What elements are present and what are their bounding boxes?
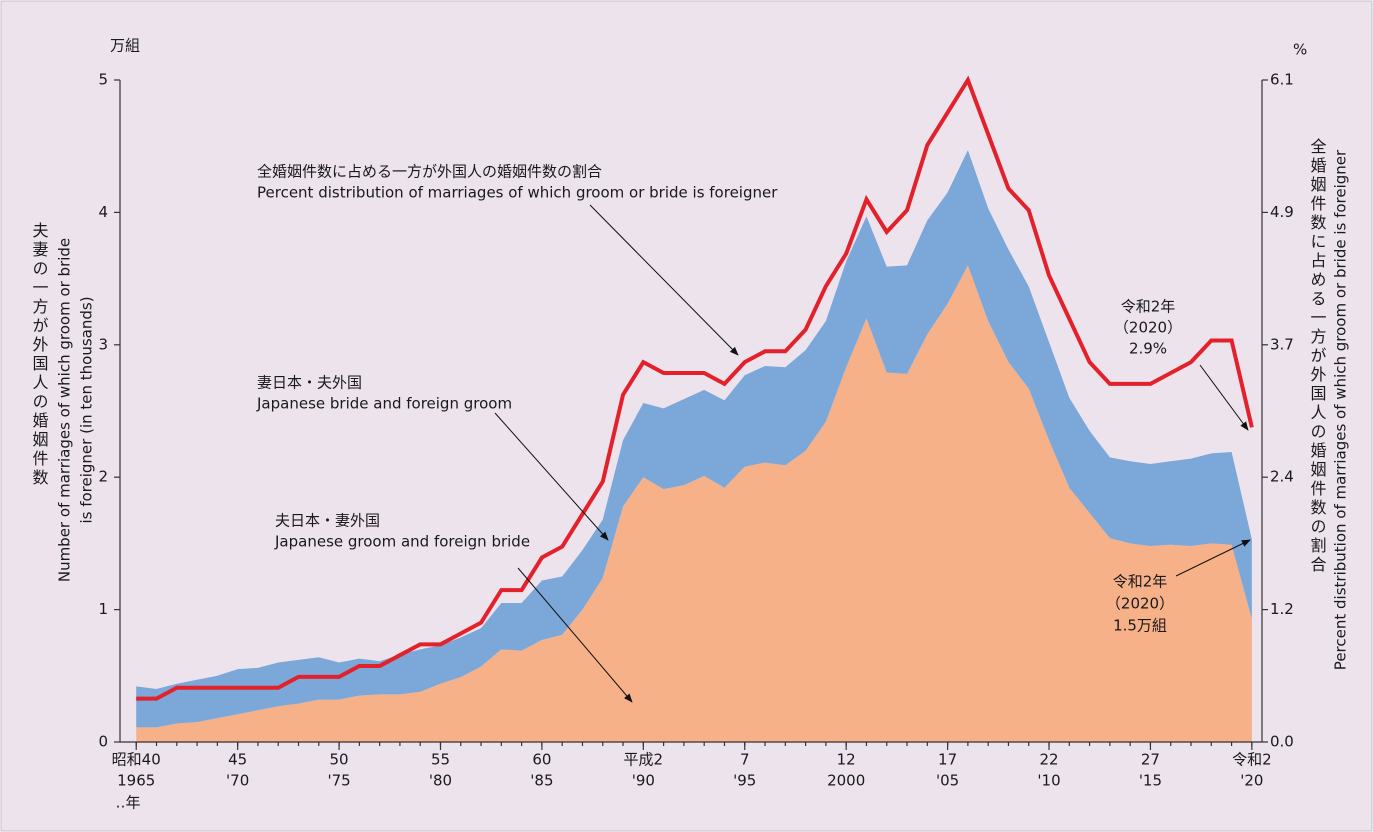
x-tick-label: 55 bbox=[431, 751, 450, 769]
annotation: 2.9% bbox=[1129, 340, 1167, 358]
x-tick-label: '90 bbox=[632, 772, 655, 790]
y-label-en: is foreigner (in ten thousands) bbox=[78, 296, 96, 523]
annotation: 夫日本・妻外国 bbox=[275, 512, 380, 530]
annotation: 令和2年 bbox=[1113, 573, 1168, 591]
area bbox=[136, 265, 1252, 742]
y2-tick-label: 1.2 bbox=[1270, 600, 1294, 618]
x-tick-label: 令和2 bbox=[1232, 751, 1272, 769]
x-tick-label: 22 bbox=[1039, 751, 1058, 769]
annotation: Japanese bride and foreign groom bbox=[256, 395, 512, 413]
x-tick-label: '80 bbox=[429, 772, 452, 790]
y2-tick-label: 2.4 bbox=[1270, 468, 1294, 486]
y2-unit: % bbox=[1293, 41, 1307, 59]
arrow bbox=[1175, 539, 1251, 577]
arrow bbox=[589, 204, 739, 356]
annotation: Japanese groom and foreign bride bbox=[274, 533, 530, 551]
x-unit: ‥年 bbox=[115, 794, 140, 812]
x-tick-label: 12 bbox=[837, 751, 856, 769]
x-tick-label: '95 bbox=[733, 772, 756, 790]
y-unit: 万組 bbox=[110, 37, 140, 55]
annotation: （2020） bbox=[1106, 595, 1174, 613]
y-tick-label: 3 bbox=[98, 335, 108, 353]
annotation: （2020） bbox=[1114, 319, 1182, 337]
x-tick-label: '20 bbox=[1240, 772, 1263, 790]
x-tick-label: 2000 bbox=[827, 772, 865, 790]
area bbox=[136, 150, 1252, 728]
annotation: 妻日本・夫外国 bbox=[257, 374, 362, 392]
x-tick-label: 1965 bbox=[117, 772, 155, 790]
y-tick-label: 4 bbox=[98, 203, 108, 221]
annotation: Percent distribution of marriages of whi… bbox=[257, 184, 778, 202]
y-label-ja: 夫妻の一方が外国人の婚姻件数 bbox=[30, 222, 49, 488]
y-label-en: Number of marriages of which groom or br… bbox=[56, 238, 74, 582]
y-tick-label: 5 bbox=[98, 71, 108, 89]
arrow bbox=[517, 567, 633, 703]
arrow bbox=[494, 412, 609, 541]
y-tick-label: 2 bbox=[98, 468, 108, 486]
annotation: 令和2年 bbox=[1121, 298, 1176, 316]
x-tick-label: '10 bbox=[1037, 772, 1060, 790]
plot: 0123450.01.22.43.74.96.1昭和40196545'7050'… bbox=[98, 71, 1293, 790]
x-tick-label: 27 bbox=[1141, 751, 1160, 769]
annotation: 全婚姻件数に占める一方が外国人の婚姻件数の割合 bbox=[257, 163, 602, 181]
x-tick-label: '85 bbox=[530, 772, 553, 790]
y2-tick-label: 3.7 bbox=[1270, 335, 1294, 353]
x-tick-label: 17 bbox=[938, 751, 957, 769]
x-tick-label: 7 bbox=[740, 751, 750, 769]
x-tick-label: 平成2 bbox=[624, 751, 664, 769]
x-tick-label: 昭和40 bbox=[112, 751, 161, 769]
x-tick-label: '05 bbox=[936, 772, 959, 790]
x-tick-label: 45 bbox=[228, 751, 247, 769]
y2-label-ja: 全婚姻件数に占める一方が外国人の婚姻件数の割合 bbox=[1308, 138, 1327, 575]
y-tick-label: 0 bbox=[98, 733, 108, 751]
x-tick-label: '15 bbox=[1139, 772, 1162, 790]
arrow bbox=[1199, 364, 1249, 431]
x-tick-label: '75 bbox=[327, 772, 350, 790]
y2-tick-label: 0.0 bbox=[1270, 733, 1294, 751]
x-tick-label: '70 bbox=[226, 772, 249, 790]
x-tick-label: 50 bbox=[330, 751, 349, 769]
y2-tick-label: 6.1 bbox=[1270, 71, 1294, 89]
y-tick-label: 1 bbox=[98, 600, 108, 618]
annotation: 1.5万組 bbox=[1113, 617, 1167, 635]
x-tick-label: 60 bbox=[532, 751, 551, 769]
y2-tick-label: 4.9 bbox=[1270, 203, 1294, 221]
line bbox=[136, 75, 1254, 701]
y2-label-en: Percent distribution of marriages of whi… bbox=[1332, 149, 1350, 670]
